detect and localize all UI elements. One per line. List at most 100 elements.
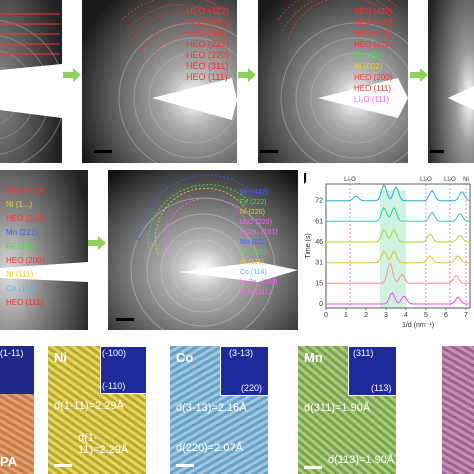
inset-index-1: (3-13) <box>229 348 254 358</box>
ring-label: HEO (420) <box>354 18 393 27</box>
panel-b-saed: b HEO (422)HEO (420)HEO (400)HEO (222)HE… <box>82 0 237 163</box>
ring-label: HEO (311) <box>186 61 229 71</box>
y-tick-label: 15 <box>315 280 323 287</box>
scale-bar <box>430 150 444 153</box>
element-label: Ni <box>54 350 67 365</box>
series-line <box>326 292 470 305</box>
annotation-label: Ni <box>463 177 469 183</box>
scale-bar <box>304 466 322 469</box>
panel-h-hrtem: (1-11) PA <box>0 346 34 474</box>
series-line <box>326 250 470 264</box>
panel-c-pattern <box>258 0 408 163</box>
hrtem-texture <box>0 394 34 474</box>
x-tick-label: 3 <box>384 312 388 319</box>
y-axis-label: Time (s) <box>305 233 312 258</box>
ring-label: Li₅Zn₈ (100) <box>240 279 278 286</box>
arrow-icon <box>410 68 428 82</box>
series-line <box>326 183 471 202</box>
ring-label: Li₂O (111) <box>240 289 271 296</box>
x-tick-label: 1 <box>344 312 348 319</box>
ring-label: Ni (002) <box>354 62 383 71</box>
ring-label: HEO (422) <box>354 7 393 16</box>
ring-label: HEO (422) <box>186 6 230 16</box>
panel-g-chart: g Li₂O Li₂O Li₂O Ni 0 15 31 46 61 72 0 1 2 3 4 5 6 7 1/d (… <box>304 170 474 330</box>
scale-bar <box>94 150 112 153</box>
panel-e-ring-labels: HEO (420) Ni (1...) HEO (220) Mn (221) Fe (1… <box>6 184 44 310</box>
y-tick-label: 0 <box>319 301 323 308</box>
panel-c-saed: c HEO (422)HEO (420)HEO (400)HEO (222)Ni… <box>258 0 408 163</box>
ring-label: HEO (222) <box>186 39 230 49</box>
arrow-icon <box>238 68 256 82</box>
plot-frame <box>325 183 471 309</box>
ring-label: HEO (111) <box>186 72 228 82</box>
ring-label: Li₅Zn₈ (101) <box>240 229 278 236</box>
inset-index-2: (113) <box>371 383 392 393</box>
x-tick-label: 7 <box>464 312 468 319</box>
panel-a-pattern <box>0 0 62 163</box>
d-spacing-label-2: d(1-11)=2.29Å <box>78 432 129 456</box>
chart-svg: Li₂O Li₂O Li₂O Ni 0 15 31 46 61 72 0 1 2 3 4 5 6 7 1/d (nm… <box>305 177 471 329</box>
panel-label-g: g <box>304 170 307 185</box>
ring-label: Ni (111) <box>240 259 264 266</box>
ring-label: HEO (400) <box>354 29 393 38</box>
inset-index-1: (-100) <box>102 348 127 358</box>
ring-label: HEO (200) <box>354 73 393 82</box>
fft-inset: (-100) (-110) <box>100 346 146 394</box>
scale-bar <box>260 150 278 153</box>
ring-label: HEO (220) <box>6 214 45 223</box>
scale-bar <box>116 318 134 321</box>
inset-index: (1-11) <box>0 348 24 358</box>
ring-label: Ni (1...) <box>6 200 33 209</box>
d-spacing-label-1: d(311)=1.90Å <box>304 402 371 414</box>
d-spacing-label-1: d(3-13)=2.16Å <box>176 402 247 414</box>
panel-l-hrtem: l <box>442 346 474 474</box>
ring-label: Co (114) <box>6 284 37 293</box>
ring-label: Fe (222) <box>240 199 267 206</box>
panel-f-saed: f Mn (442)Fe (222)Ni (220)Li₂O (220)Li₅Z… <box>108 170 298 330</box>
panel-b-ring-labels: HEO (422) HEO (420) HEO (400) HEO (222) HEO … <box>186 6 229 83</box>
ring-label: Fe (200) <box>240 249 267 256</box>
series-line <box>326 263 470 284</box>
panel-d-saed: d <box>428 0 474 163</box>
scale-bar <box>176 464 194 467</box>
fft-inset: (1-11) <box>0 346 34 394</box>
inset-index-2: (-110) <box>102 381 126 391</box>
ring-label: Co (114) <box>240 269 267 276</box>
x-axis-label: 1/d (nm⁻¹) <box>402 322 434 329</box>
ring-label: HEO (111) <box>6 298 44 307</box>
ring-label: Li₂O (220) <box>240 219 272 226</box>
fft-inset: (3-13) (220) <box>220 346 268 396</box>
panel-a-saed <box>0 0 62 163</box>
panel-e-saed: HEO (420) Ni (1...) HEO (220) Mn (221) Fe (1… <box>0 170 88 330</box>
inset-index-1: (311) <box>353 348 374 358</box>
element-label: Mn <box>304 350 323 365</box>
panel-c-ring-labels: HEO (422) HEO (420) HEO (400) HEO (222) Ni (… <box>354 6 392 105</box>
d-spacing-label-1: d(1-11)=2.29Å <box>54 400 124 412</box>
panel-j-hrtem: j Co (3-13) (220) d(3-13)=2.16Å d(220)=2… <box>170 346 268 474</box>
annotation-label: Li₂O <box>444 177 456 183</box>
y-tick-label: 61 <box>315 218 323 225</box>
ring-label: Mn (442) <box>240 189 269 196</box>
panel-f-ring-labels: Mn (442) Fe (222) Ni (220) Li₂O (220) Li₅Zn₈… <box>240 188 278 298</box>
x-tick-label: 0 <box>324 312 328 319</box>
x-tick-label: 2 <box>364 312 368 319</box>
x-tick-label: 5 <box>424 312 428 319</box>
panel-e-pattern <box>0 170 88 330</box>
x-tick-label: 4 <box>404 312 408 319</box>
ring-label: Ni (111) <box>6 270 34 279</box>
ring-label: Ni (220) <box>240 209 265 216</box>
series-line <box>326 228 470 243</box>
panel-b-pattern <box>82 0 237 163</box>
x-tick-label: 6 <box>444 312 448 319</box>
panel-d-pattern <box>428 0 474 163</box>
y-tick-label: 31 <box>315 260 323 267</box>
d-spacing-label-2: d(220)=2.07Å <box>176 442 243 454</box>
panel-h-tag: PA <box>0 454 18 469</box>
annotation-label: Li₂O <box>344 177 356 183</box>
element-label: Co <box>176 350 194 365</box>
y-tick-label: 72 <box>315 198 323 205</box>
panel-f-pattern <box>108 170 298 330</box>
ring-label: HEO (420) <box>6 186 45 195</box>
arrow-icon <box>88 236 106 250</box>
ring-label: Li₂O (111) <box>354 95 390 104</box>
